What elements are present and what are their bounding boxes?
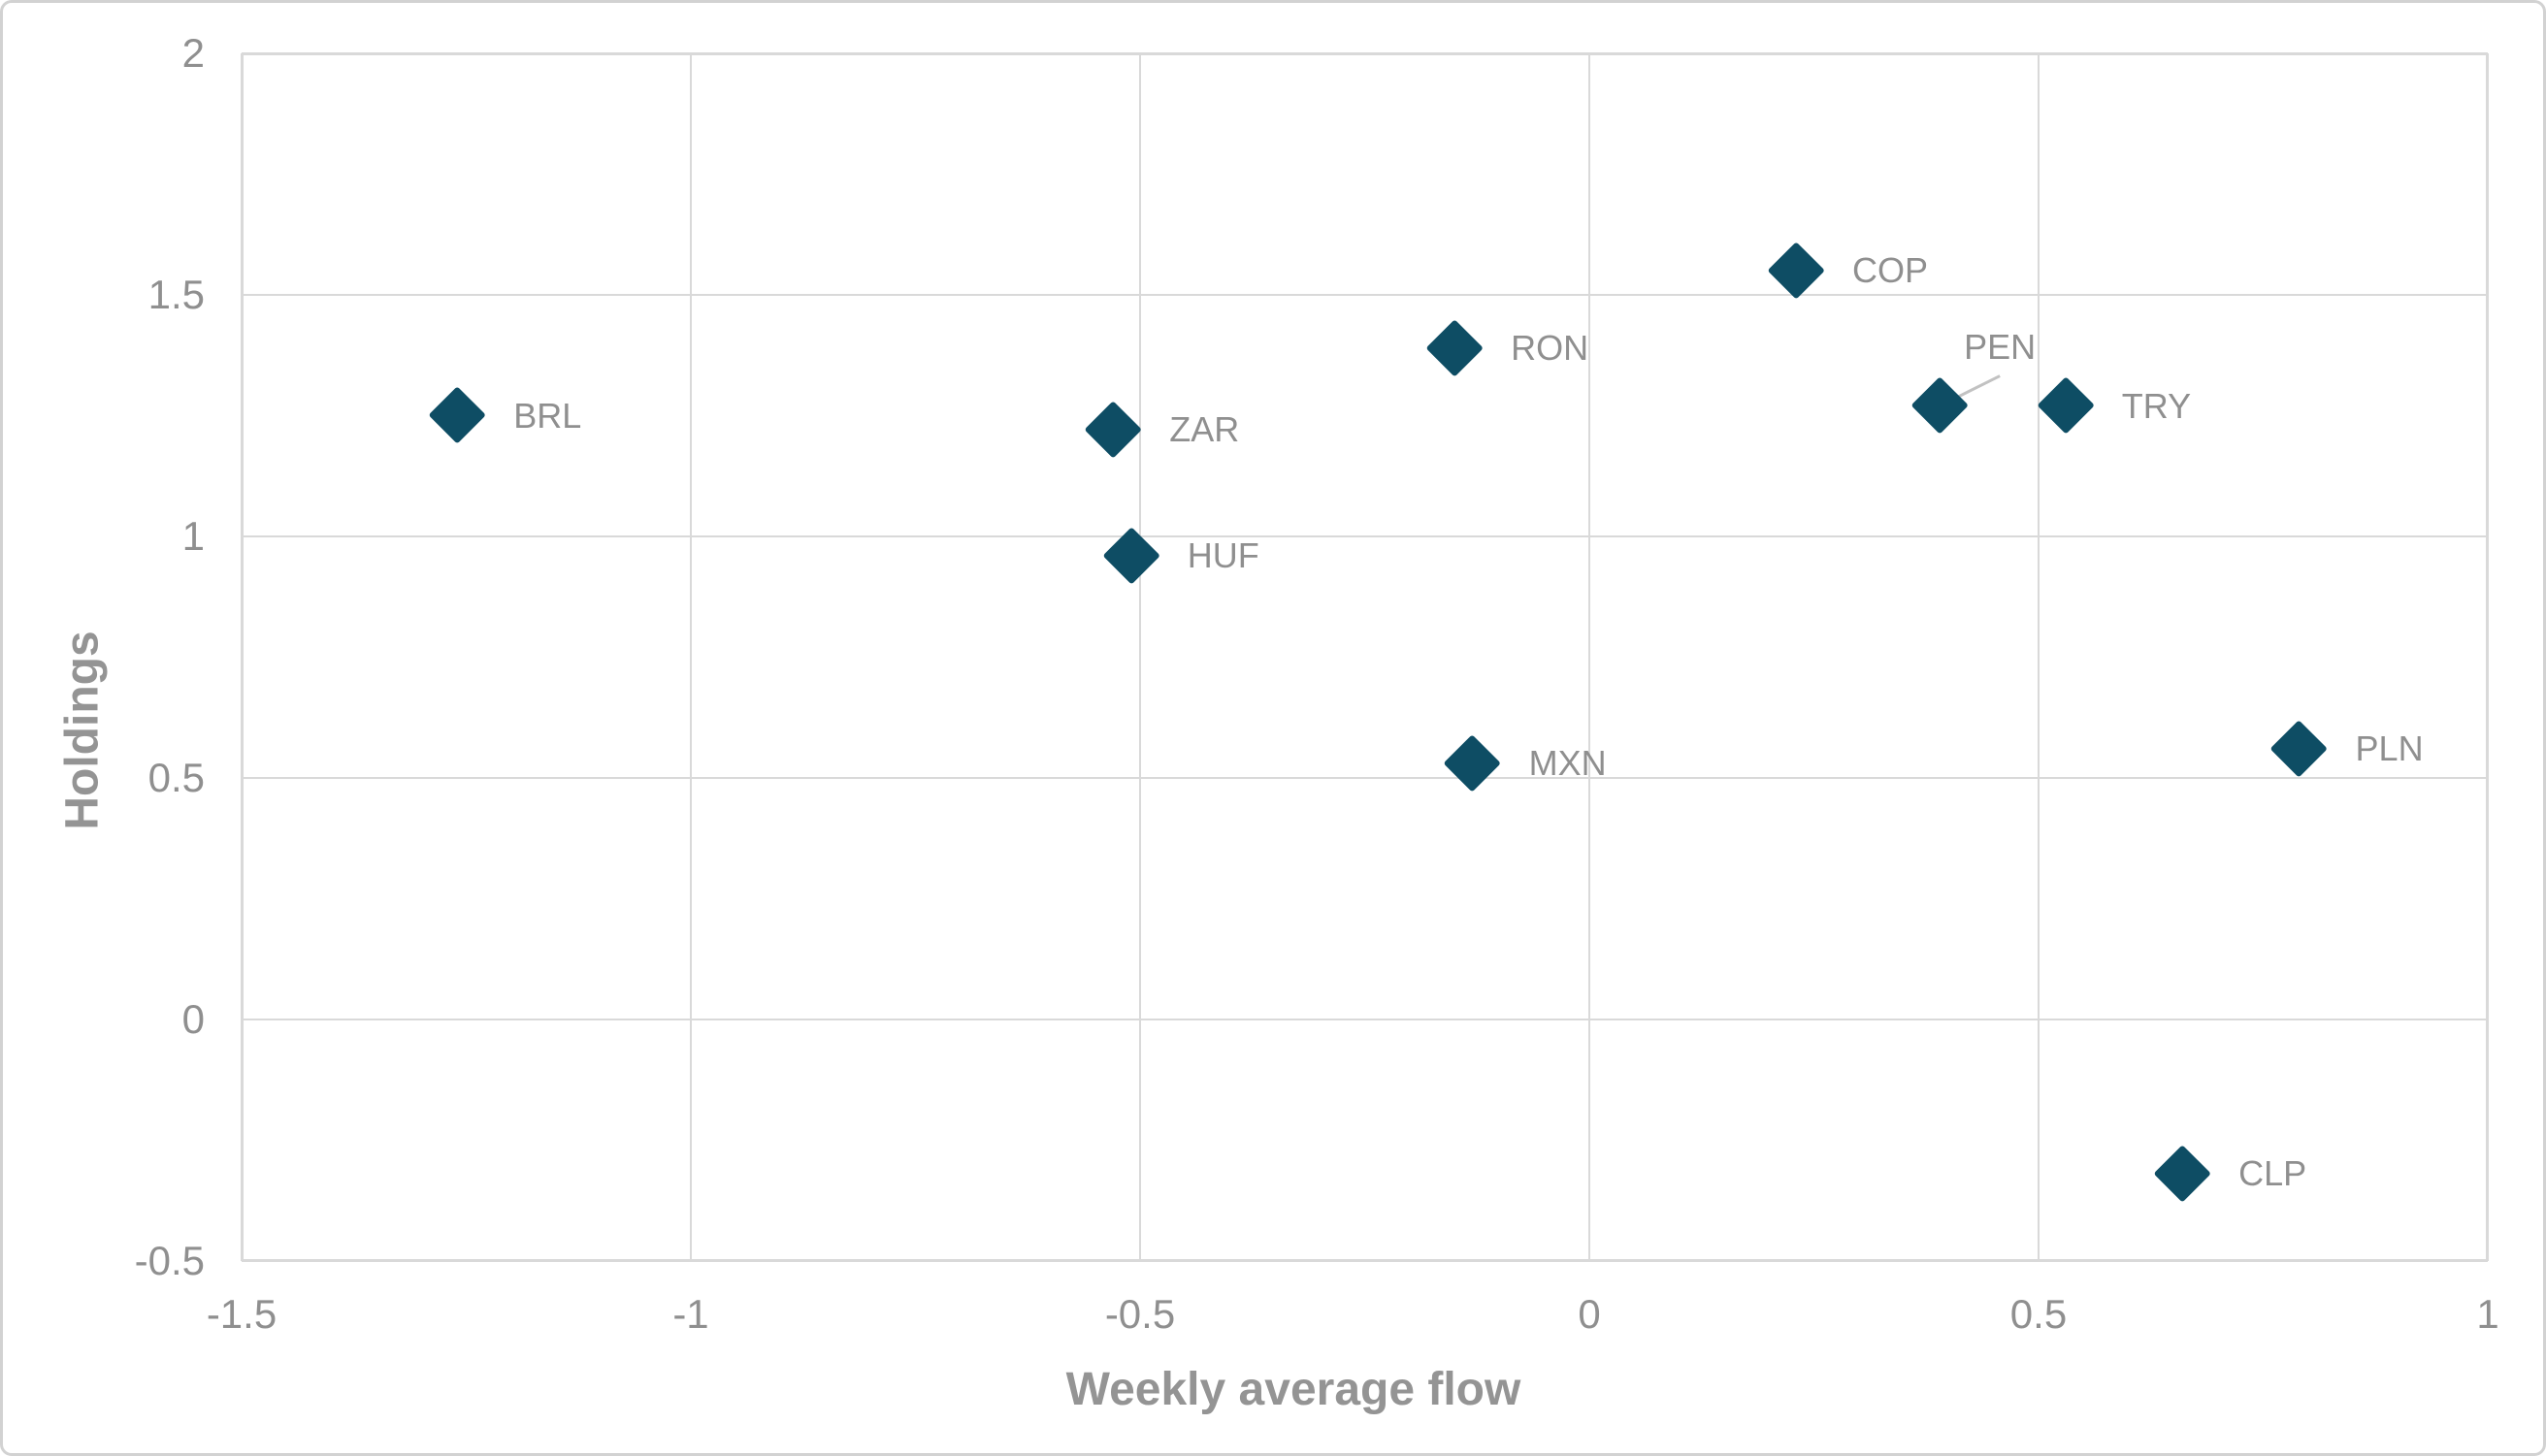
point-label-ZAR: ZAR: [1169, 409, 1240, 450]
point-label-PLN: PLN: [2355, 728, 2424, 769]
gridline-x--0.5: [1139, 53, 1141, 1261]
gridline-x--1: [690, 53, 692, 1261]
gridline-y-1: [242, 535, 2488, 537]
y-tick--0.5: -0.5: [134, 1238, 205, 1283]
point-label-COP: COP: [1851, 250, 1928, 291]
point-label-RON: RON: [1511, 327, 1589, 368]
point-label-MXN: MXN: [1528, 743, 1607, 784]
y-tick-2: 2: [181, 30, 205, 76]
x-tick--0.5: -0.5: [1104, 1291, 1176, 1337]
gridline-y--0.5: [242, 1260, 2488, 1262]
x-tick-0.5: 0.5: [2009, 1291, 2068, 1337]
gridline-x--1.5: [241, 53, 243, 1261]
y-tick-1.5: 1.5: [147, 272, 205, 317]
point-label-TRY: TRY: [2121, 385, 2192, 426]
point-label-BRL: BRL: [513, 395, 582, 436]
gridline-x-1: [2487, 53, 2489, 1261]
gridline-y-1.5: [242, 294, 2488, 296]
gridline-y-0: [242, 1019, 2488, 1020]
y-tick-0.5: 0.5: [147, 755, 205, 800]
gridline-y-2: [242, 52, 2488, 54]
point-label-PEN: PEN: [1964, 326, 2037, 367]
point-label-HUF: HUF: [1187, 534, 1259, 575]
x-tick-1: 1: [2476, 1291, 2499, 1337]
gridline-y-0.5: [242, 777, 2488, 779]
x-axis-title: Weekly average flow: [1065, 1364, 1521, 1415]
gridline-x-0.5: [2038, 53, 2040, 1261]
y-tick-1: 1: [181, 513, 205, 559]
x-tick-0: 0: [1578, 1291, 1601, 1337]
x-tick--1: -1: [672, 1291, 709, 1337]
point-label-CLP: CLP: [2238, 1153, 2307, 1194]
x-tick--1.5: -1.5: [206, 1291, 277, 1337]
y-tick-0: 0: [181, 996, 205, 1042]
gridline-x-0: [1588, 53, 1590, 1261]
plot-area: [242, 53, 2488, 1261]
